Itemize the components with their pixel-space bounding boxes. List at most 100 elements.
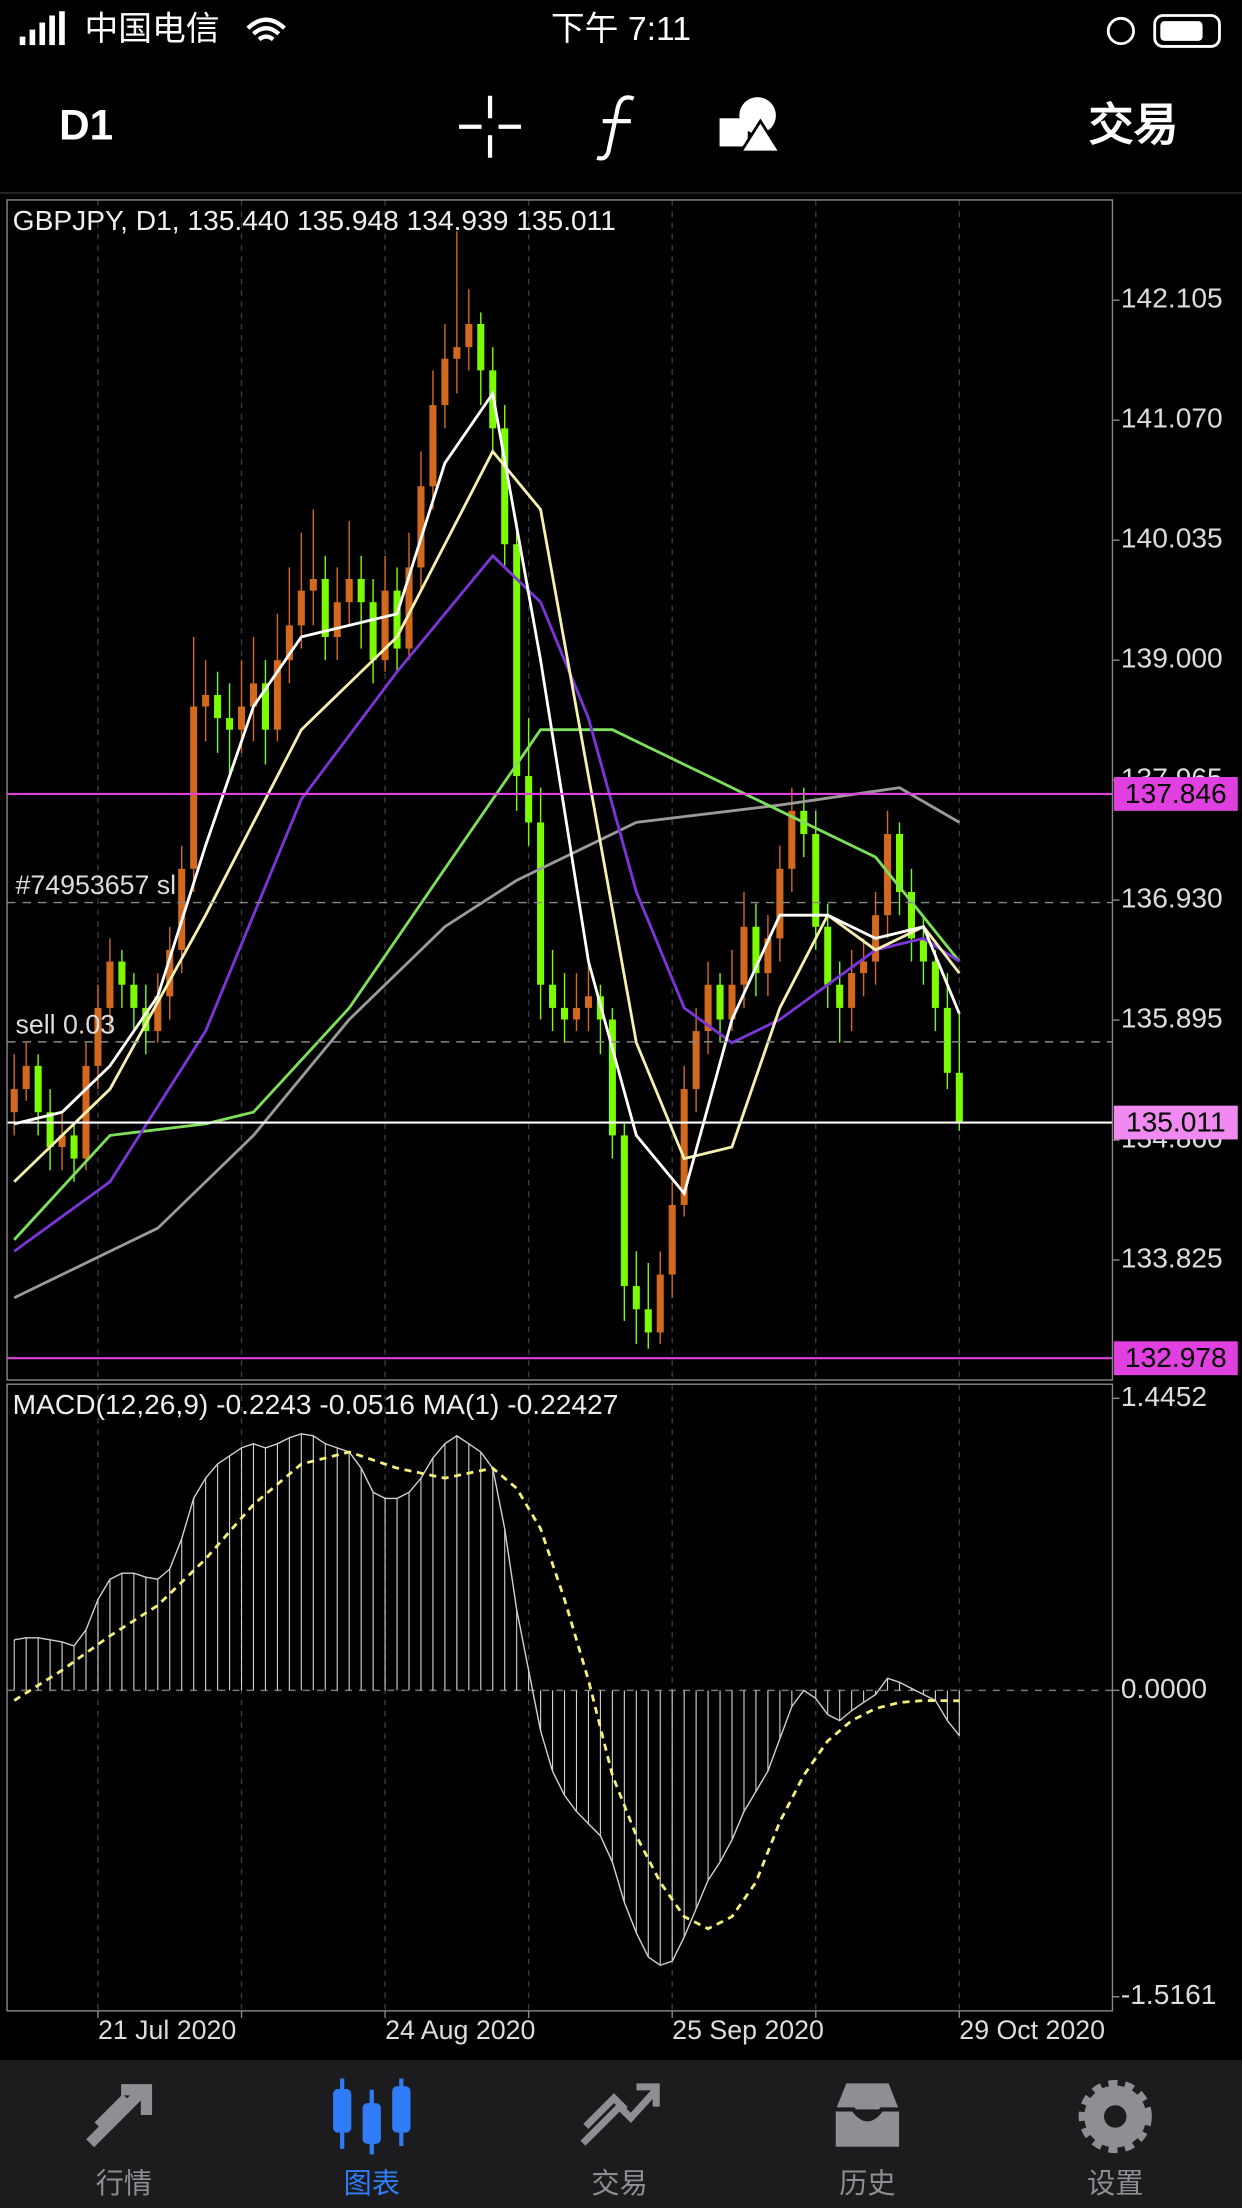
candle-body bbox=[608, 1019, 616, 1136]
candle-body bbox=[836, 984, 844, 1008]
candle-body bbox=[190, 706, 198, 869]
candle-body bbox=[572, 1007, 581, 1020]
settings-icon-hole bbox=[1104, 2105, 1127, 2128]
tab-bar: 行情 图表 交易 历史 设置 bbox=[0, 2060, 1242, 2208]
candle-body bbox=[955, 1072, 963, 1123]
candle-body bbox=[369, 602, 377, 661]
candle-body bbox=[22, 1065, 30, 1090]
candle-body bbox=[453, 347, 461, 359]
candle-body bbox=[273, 660, 281, 730]
trade-button[interactable]: 交易 bbox=[1089, 99, 1179, 150]
candle-body bbox=[919, 938, 927, 962]
y-tick-label: 135.895 bbox=[1121, 1003, 1223, 1034]
tab-bar-background bbox=[0, 2060, 1242, 2208]
x-tick-label: 21 Jul 2020 bbox=[98, 2015, 236, 2045]
candle-body bbox=[214, 694, 222, 719]
price-box bbox=[1113, 777, 1238, 811]
candle-body bbox=[441, 358, 449, 406]
candle-body bbox=[644, 1309, 652, 1333]
y-tick-label: 139.000 bbox=[1121, 643, 1223, 674]
y-tick-label: 142.105 bbox=[1121, 283, 1223, 314]
candle-body bbox=[154, 996, 162, 1032]
moving-average bbox=[13, 448, 961, 1183]
candle-body bbox=[58, 1135, 66, 1148]
order-label: #74953657 sl bbox=[15, 870, 176, 900]
candle-body bbox=[561, 1007, 569, 1020]
candle-body bbox=[226, 718, 234, 730]
objects-button[interactable] bbox=[719, 97, 783, 154]
x-tick-label: 24 Aug 2020 bbox=[385, 2015, 535, 2045]
candle-body bbox=[417, 486, 425, 568]
panel-border bbox=[6, 199, 1114, 1381]
order-label: sell 0.03 bbox=[15, 1009, 115, 1039]
crosshair-button[interactable] bbox=[459, 95, 522, 158]
candle-body bbox=[142, 1007, 150, 1032]
signal-bar bbox=[39, 22, 46, 46]
candle-body bbox=[513, 544, 521, 777]
price-box-label: 137.846 bbox=[1125, 778, 1227, 809]
candle-body bbox=[620, 1135, 628, 1287]
candle-body bbox=[812, 834, 820, 927]
tab-label[interactable]: 行情 bbox=[96, 2168, 152, 2199]
candle-body bbox=[357, 579, 365, 603]
candle-body bbox=[429, 405, 437, 487]
toolbar: D1 交易 bbox=[0, 95, 1242, 194]
wifi-icon bbox=[246, 17, 286, 42]
timeframe-button[interactable]: D1 bbox=[59, 101, 113, 148]
y-tick-label: 0.0000 bbox=[1121, 1673, 1207, 1704]
candle-body bbox=[345, 579, 353, 603]
battery-level bbox=[1160, 21, 1203, 41]
candle-body bbox=[333, 602, 341, 637]
candle-body bbox=[70, 1135, 78, 1159]
candle-body bbox=[549, 984, 557, 1008]
trade-icon bbox=[580, 2083, 660, 2146]
moving-average bbox=[13, 786, 961, 1300]
tab-label[interactable]: 设置 bbox=[1087, 2168, 1143, 2199]
candle-body bbox=[656, 1274, 664, 1333]
quotes-icon bbox=[86, 2084, 153, 2148]
moving-average bbox=[13, 553, 961, 1253]
tab-label[interactable]: 交易 bbox=[591, 2168, 647, 2199]
candle-body bbox=[178, 868, 186, 950]
candle-body bbox=[321, 579, 329, 637]
signal-bar bbox=[49, 15, 55, 46]
candle-body bbox=[704, 984, 712, 1032]
candle-body bbox=[130, 984, 138, 1008]
candle-body bbox=[692, 1031, 700, 1090]
y-tick-label: 133.825 bbox=[1121, 1242, 1223, 1273]
x-tick-label: 29 Oct 2020 bbox=[959, 2015, 1105, 2045]
panel-title: MACD(12,26,9) -0.2243 -0.0516 MA(1) -0.2… bbox=[13, 1389, 619, 1420]
candle-body bbox=[261, 683, 269, 730]
candle-body bbox=[584, 996, 592, 1008]
candle-body bbox=[668, 1204, 676, 1275]
tab-label[interactable]: 历史 bbox=[839, 2168, 895, 2199]
panel-title: GBPJPY, D1, 135.440 135.948 134.939 135.… bbox=[13, 205, 616, 236]
candle-body bbox=[238, 706, 246, 730]
signal-bar bbox=[29, 29, 36, 46]
candle-body bbox=[405, 567, 413, 649]
history-icon bbox=[831, 2079, 904, 2151]
moving-average bbox=[13, 728, 961, 1241]
carrier: 中国电信 bbox=[84, 10, 219, 48]
chart-icon bbox=[333, 2078, 411, 2155]
candle-body bbox=[632, 1286, 640, 1310]
signal-bar bbox=[19, 36, 26, 46]
candle-body bbox=[680, 1089, 688, 1205]
tab-label[interactable]: 图表 bbox=[344, 2168, 400, 2199]
x-tick-label: 25 Sep 2020 bbox=[672, 2015, 824, 2045]
indicator-button[interactable] bbox=[596, 95, 635, 161]
signal-bar bbox=[59, 11, 65, 46]
price-box bbox=[1113, 1341, 1238, 1376]
candle-body bbox=[166, 949, 174, 997]
candle-body bbox=[907, 891, 915, 939]
price-box-label: 132.978 bbox=[1125, 1342, 1227, 1373]
candle-body bbox=[309, 579, 317, 591]
battery bbox=[1153, 14, 1221, 48]
lock-icon bbox=[1106, 16, 1135, 46]
y-tick-label: 136.930 bbox=[1121, 883, 1223, 914]
moving-average bbox=[13, 389, 961, 1197]
candle-body bbox=[477, 323, 485, 371]
